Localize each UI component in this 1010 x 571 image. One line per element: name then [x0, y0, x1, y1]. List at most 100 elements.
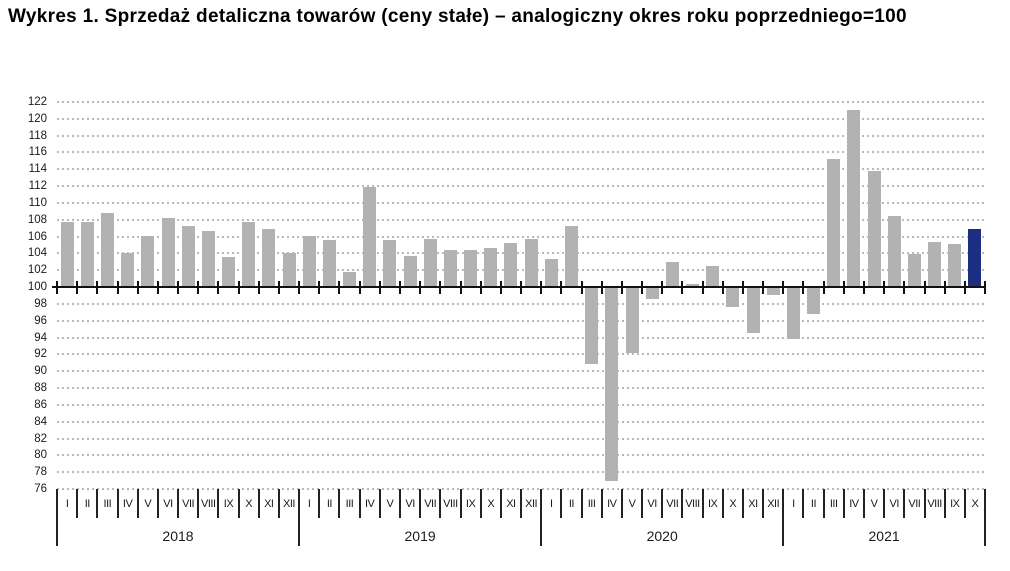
- month-separator: [96, 489, 99, 518]
- month-label-2020-XI: XI: [748, 498, 758, 510]
- month-label-2020-IV: IV: [607, 498, 617, 510]
- month-separator: [338, 489, 341, 518]
- bar-2020-VI: [645, 287, 659, 299]
- gridline-122: [57, 101, 985, 103]
- gridline-112: [57, 185, 985, 188]
- gridline-114: [57, 168, 985, 171]
- bar-2019-I: [302, 235, 316, 289]
- year-separator: [540, 489, 543, 546]
- bar-2021-X: [968, 229, 982, 289]
- month-label-2020-VI: VI: [647, 498, 657, 510]
- gridline-80: [57, 454, 985, 457]
- month-separator: [520, 489, 522, 518]
- bar-2019-IX: [464, 250, 478, 289]
- bar-2019-VII: [423, 239, 437, 289]
- month-label-2019-X: X: [487, 498, 495, 510]
- baseline-month-tick: [842, 281, 845, 295]
- baseline-month-tick: [762, 281, 765, 295]
- y-axis-label-114: 114: [28, 163, 47, 176]
- month-label-2018-XI: XI: [264, 498, 274, 510]
- y-axis-label-100: 100: [27, 281, 47, 294]
- month-label-2019-XII: XII: [525, 498, 538, 510]
- gridline-110: [57, 201, 985, 204]
- month-separator: [237, 489, 240, 518]
- bar-2018-VII: [181, 225, 195, 289]
- baseline-month-tick: [580, 281, 583, 295]
- gridline-88: [57, 387, 985, 390]
- bar-2019-IV: [363, 187, 377, 289]
- gridline-116: [57, 151, 985, 154]
- bar-2020-VII: [665, 261, 679, 288]
- year-label-2019: 2019: [404, 528, 436, 544]
- month-separator: [76, 489, 79, 518]
- baseline-month-tick: [903, 281, 906, 295]
- month-separator: [116, 489, 119, 518]
- baseline-month-tick: [963, 281, 966, 295]
- month-separator: [842, 489, 845, 518]
- baseline-month-tick: [399, 281, 401, 295]
- baseline-month-tick: [136, 281, 139, 295]
- bar-2020-VIII: [686, 283, 699, 289]
- bar-2020-X: [726, 287, 740, 308]
- bar-2021-IX: [948, 244, 962, 289]
- baseline-month-tick: [620, 281, 623, 295]
- baseline-month-tick: [257, 281, 260, 295]
- month-separator: [600, 489, 603, 518]
- month-label-2021-III: III: [829, 498, 838, 510]
- month-separator: [903, 489, 906, 518]
- baseline-month-tick: [237, 281, 240, 295]
- baseline-month-tick: [600, 281, 603, 295]
- month-label-2019-XI: XI: [506, 498, 516, 510]
- y-axis-label-122: 122: [27, 96, 47, 108]
- bar-2021-VII: [907, 254, 921, 289]
- month-label-2020-VIII: VIII: [685, 498, 700, 510]
- baseline-month-tick: [499, 281, 502, 295]
- baseline-month-tick: [96, 281, 99, 295]
- year-separator: [984, 489, 986, 546]
- bar-2021-II: [807, 287, 820, 315]
- month-separator: [681, 489, 684, 518]
- y-axis-label-110: 110: [28, 196, 47, 209]
- baseline-month-tick: [520, 281, 522, 295]
- gridline-102: [57, 269, 985, 272]
- month-label-2018-X: X: [245, 498, 253, 510]
- gridline-94: [57, 336, 985, 339]
- y-axis-label-92: 92: [34, 348, 47, 361]
- month-label-2020-IX: IX: [707, 498, 718, 510]
- bar-2018-I: [60, 222, 74, 289]
- gridline-96: [57, 319, 985, 322]
- baseline-month-tick: [822, 281, 825, 295]
- month-label-2020-X: X: [729, 498, 737, 510]
- month-label-2019-III: III: [345, 498, 354, 510]
- baseline-month-tick: [439, 281, 442, 295]
- month-label-2018-I: I: [65, 498, 69, 510]
- gridline-104: [57, 252, 985, 255]
- bar-2019-II: [322, 240, 336, 289]
- month-label-2019-II: II: [326, 498, 333, 510]
- month-label-2019-V: V: [386, 498, 394, 510]
- y-axis-label-94: 94: [34, 331, 47, 344]
- month-label-2021-II: II: [810, 498, 817, 510]
- month-separator: [439, 489, 442, 518]
- baseline-month-tick: [641, 281, 643, 295]
- bar-2018-VIII: [201, 230, 215, 289]
- month-separator: [399, 489, 401, 518]
- year-separator: [782, 489, 785, 546]
- bar-2018-X: [242, 221, 256, 289]
- bar-2019-XI: [504, 243, 518, 288]
- month-label-2020-II: II: [568, 498, 575, 510]
- baseline-month-tick: [217, 281, 220, 295]
- month-label-2019-VI: VI: [405, 498, 415, 510]
- year-label-2021: 2021: [868, 528, 900, 544]
- baseline-month-tick: [116, 281, 119, 295]
- baseline-month-tick: [984, 281, 986, 295]
- month-label-2019-VII: VII: [424, 498, 437, 510]
- baseline-month-tick: [197, 281, 200, 295]
- bar-2018-II: [80, 222, 94, 289]
- bar-2020-XI: [746, 287, 760, 333]
- month-separator: [802, 489, 805, 518]
- month-separator: [963, 489, 966, 518]
- month-label-2018-IX: IX: [223, 498, 234, 510]
- month-separator: [318, 489, 321, 518]
